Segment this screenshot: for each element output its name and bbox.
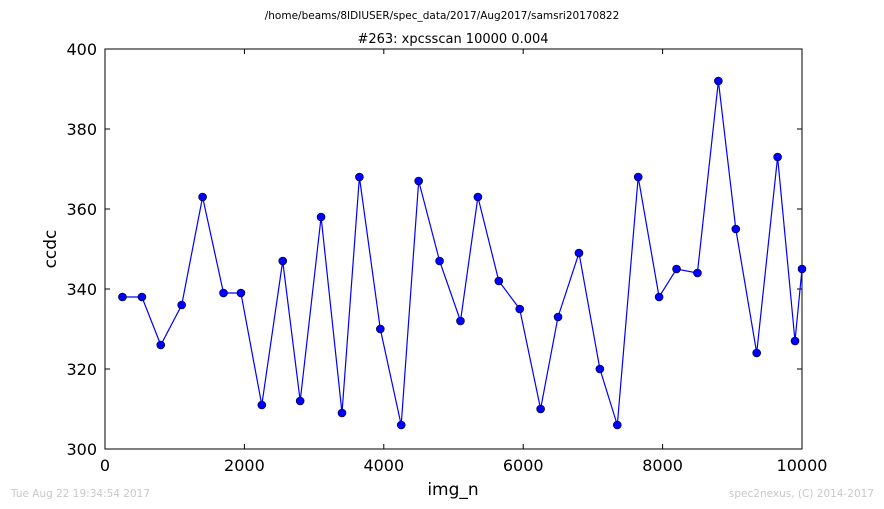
y-tick-label: 340 <box>66 280 97 299</box>
data-point <box>515 304 525 314</box>
data-point <box>295 396 305 406</box>
data-point <box>456 316 465 326</box>
data-point <box>536 404 545 414</box>
y-tick-label: 360 <box>66 200 97 219</box>
data-point <box>316 212 326 222</box>
data-series <box>118 76 807 430</box>
data-point <box>376 324 385 334</box>
x-tick-label: 10000 <box>777 456 828 475</box>
data-point <box>574 248 584 258</box>
y-tick-label: 400 <box>66 40 97 59</box>
footer-timestamp: Tue Aug 22 19:34:54 2017 <box>11 488 151 500</box>
data-point <box>473 192 483 202</box>
data-point <box>731 224 741 234</box>
data-point <box>355 172 364 182</box>
data-point <box>396 420 406 430</box>
data-point <box>633 172 643 182</box>
data-point <box>672 264 681 274</box>
chart-title: #263: xpcsscan 10000 0.004 <box>357 32 548 47</box>
x-tick-label: 2000 <box>224 456 265 475</box>
data-point <box>414 176 423 186</box>
y-tick-label: 320 <box>66 360 97 379</box>
data-point <box>219 288 228 298</box>
data-point <box>137 292 147 302</box>
data-point <box>156 340 166 350</box>
axis-ticks: 0 2000 4000 6000 8000 10000 300 320 340 360 380 400 <box>66 40 827 475</box>
x-tick-label: 8000 <box>642 456 683 475</box>
data-point <box>654 292 664 302</box>
chart-suptitle: /home/beams/8IDIUSER/spec_data/2017/Aug2… <box>265 10 620 22</box>
data-point <box>278 256 288 266</box>
series-line <box>122 80 803 426</box>
x-tick-label: 0 <box>100 456 110 475</box>
x-tick-label: 6000 <box>503 456 544 475</box>
data-point <box>790 336 800 346</box>
data-point <box>177 300 186 310</box>
data-point <box>773 152 782 162</box>
data-point <box>714 76 723 86</box>
footer-credit: spec2nexus, (C) 2014-2017 <box>728 488 874 500</box>
y-tick-label: 300 <box>66 440 97 459</box>
data-point <box>797 264 807 274</box>
data-point <box>752 348 761 358</box>
data-point <box>693 268 702 278</box>
data-point <box>435 256 444 266</box>
data-point <box>337 408 347 418</box>
data-point <box>236 288 246 298</box>
data-point <box>118 292 127 302</box>
data-point <box>612 420 622 430</box>
data-point <box>198 192 207 202</box>
data-point <box>494 276 504 286</box>
y-tick-label: 380 <box>66 120 97 139</box>
x-axis-label: img_n <box>427 480 478 500</box>
x-tick-label: 4000 <box>363 456 404 475</box>
data-point <box>553 312 563 322</box>
y-axis-label: ccdc <box>41 230 61 269</box>
data-point <box>595 364 605 374</box>
plot-area <box>104 48 803 450</box>
data-point <box>257 400 267 410</box>
